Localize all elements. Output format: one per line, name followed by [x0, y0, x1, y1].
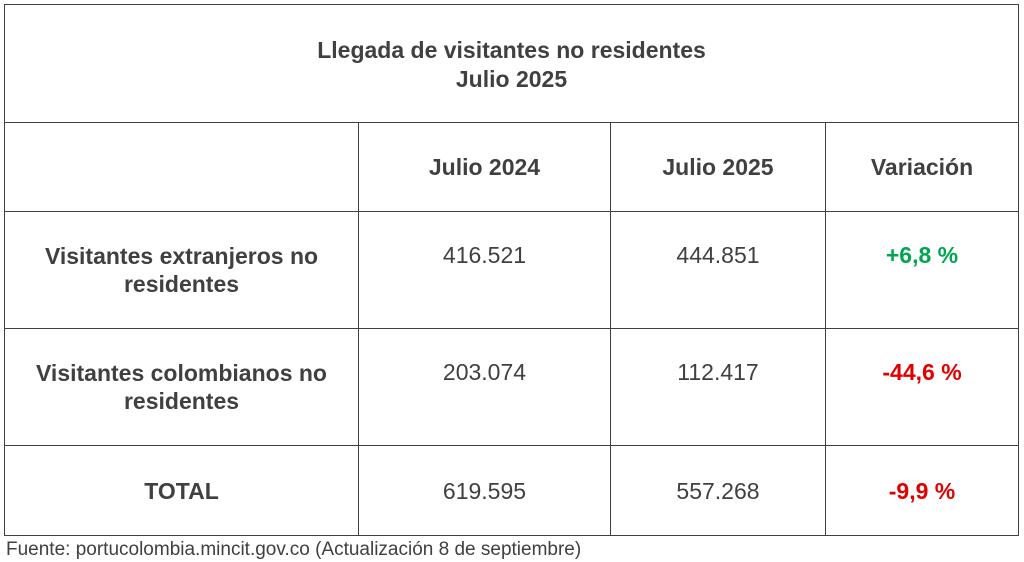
visitors-table-container: Llegada de visitantes no residentes Juli… [3, 4, 1020, 536]
cell-total-variacion: -9,9 % [824, 445, 1020, 536]
cell-colombianos-2024: 203.074 [358, 328, 611, 446]
table-title: Llegada de visitantes no residentes Juli… [3, 4, 1020, 123]
total-row: TOTAL 619.595 557.268 -9,9 % [4, 445, 1020, 536]
table-title-line-1: Llegada de visitantes no residentes [317, 36, 706, 63]
header-variacion: Variación [824, 122, 1020, 212]
visitors-table: Llegada de visitantes no residentes Juli… [3, 4, 1020, 536]
cell-extranjeros-2025: 444.851 [610, 211, 826, 329]
row-label-total: TOTAL [4, 445, 359, 536]
table-title-line-2: Julio 2025 [455, 65, 568, 92]
header-row: Julio 2024 Julio 2025 Variación [4, 122, 1020, 212]
cell-extranjeros-variacion: +6,8 % [824, 211, 1020, 329]
source-note: Fuente: portucolombia.mincit.gov.co (Act… [6, 539, 582, 560]
header-julio-2024: Julio 2024 [358, 122, 611, 212]
title-row: Llegada de visitantes no residentes Juli… [3, 4, 1020, 123]
row-label-extranjeros: Visitantes extranjeros no residentes [4, 211, 359, 329]
cell-extranjeros-2024: 416.521 [358, 211, 611, 329]
row-label-colombianos: Visitantes colombianos no residentes [4, 328, 359, 446]
table-row: Visitantes colombianos no residentes 203… [4, 328, 1020, 446]
table-row: Visitantes extranjeros no residentes 416… [4, 211, 1020, 329]
header-julio-2025: Julio 2025 [610, 122, 826, 212]
cell-colombianos-variacion: -44,6 % [824, 328, 1020, 446]
cell-total-2025: 557.268 [610, 445, 826, 536]
cell-colombianos-2025: 112.417 [610, 328, 826, 446]
header-empty-cell [4, 122, 359, 212]
cell-total-2024: 619.595 [358, 445, 611, 536]
